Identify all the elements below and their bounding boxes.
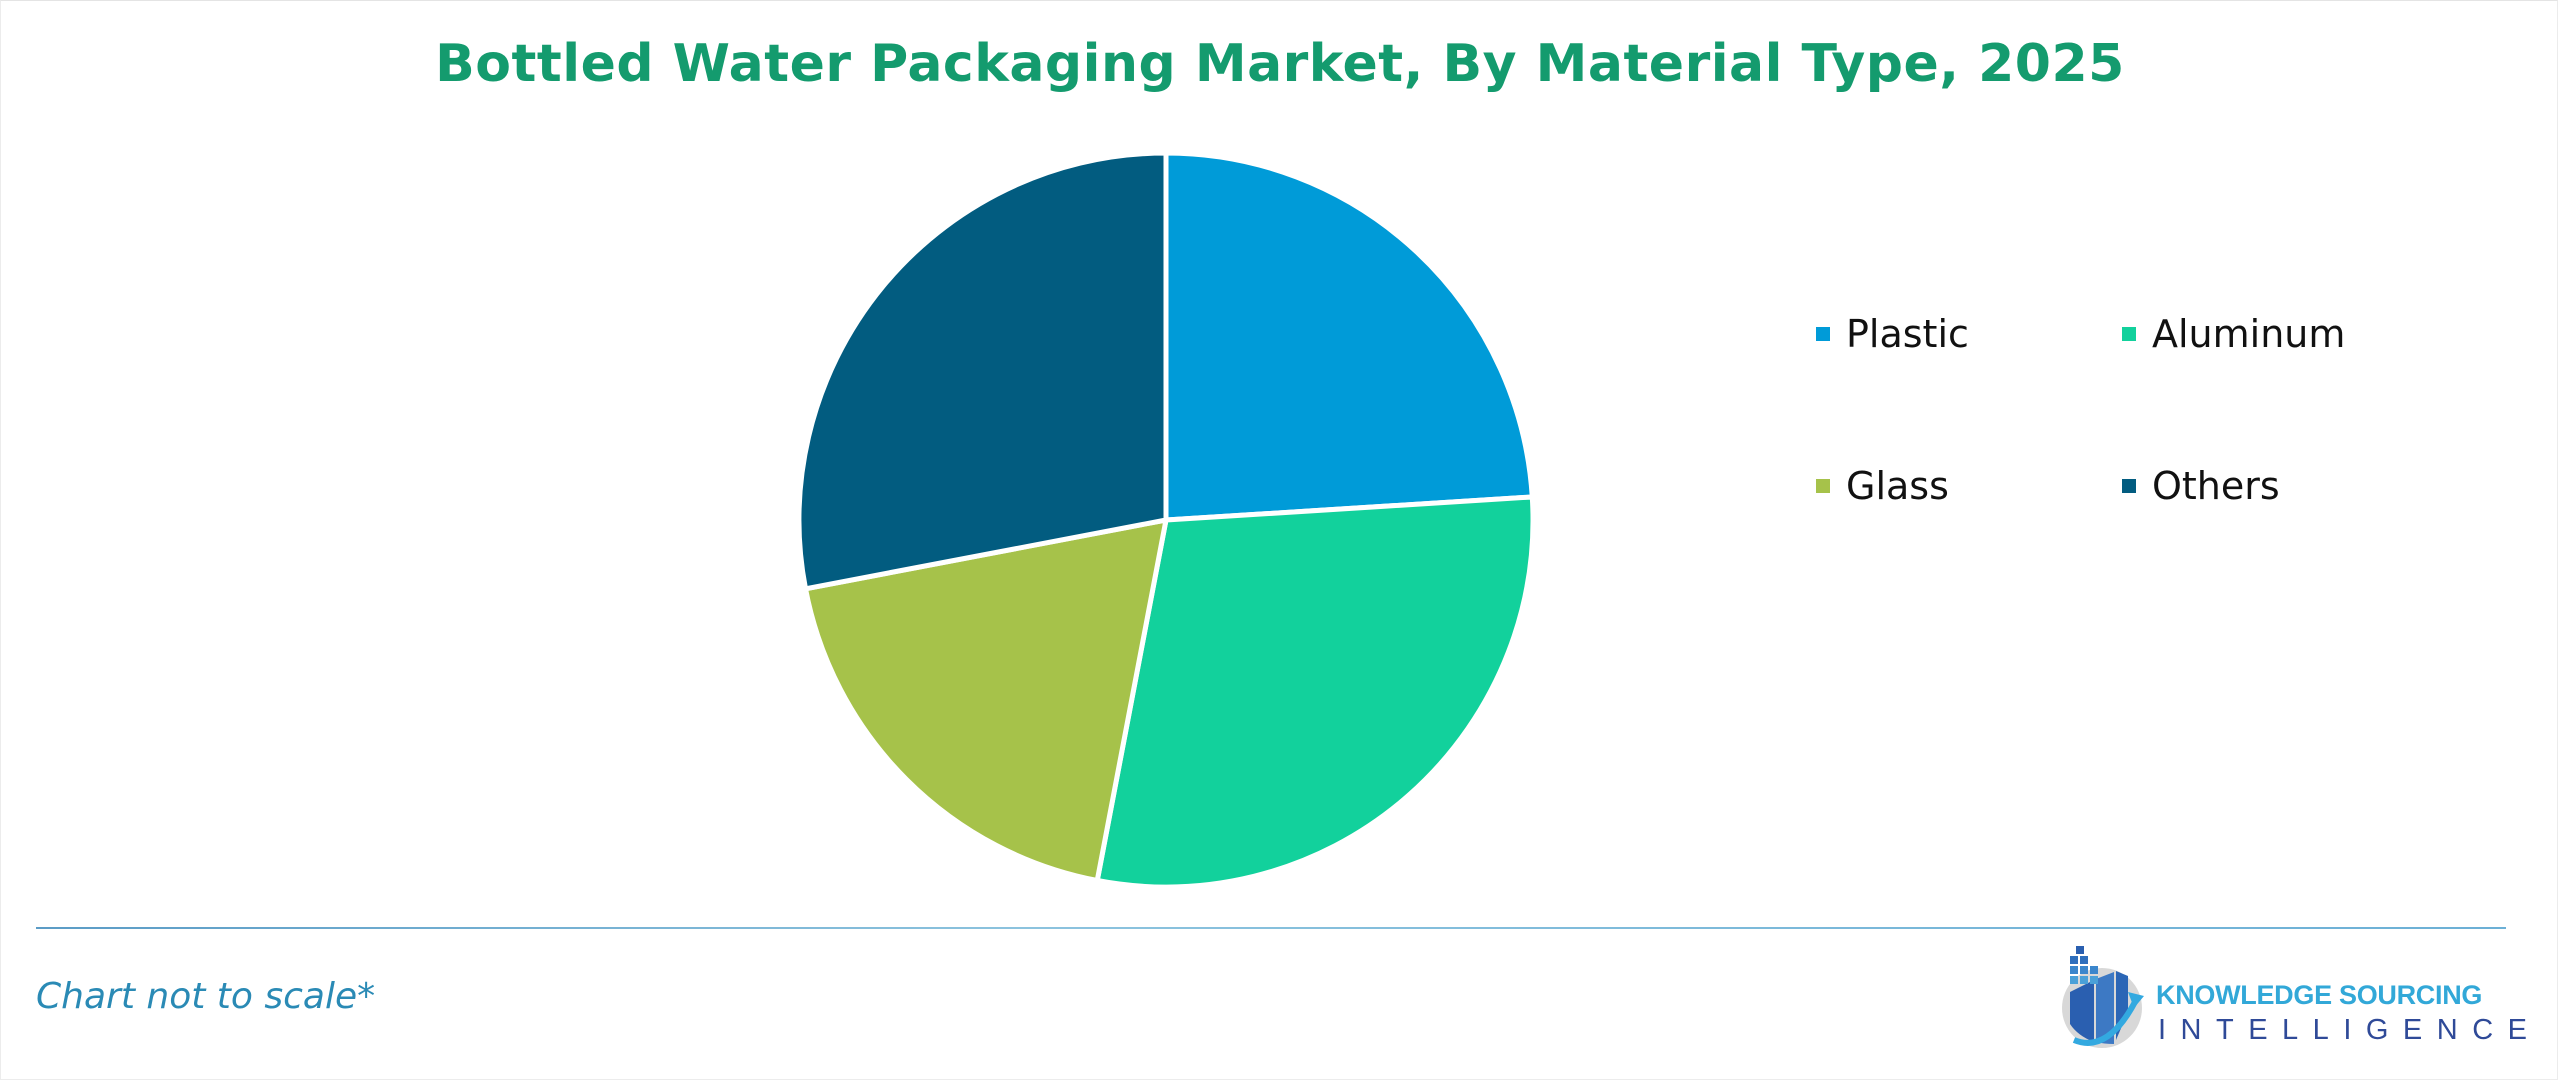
- legend-label: Others: [2152, 464, 2280, 508]
- pie-slice-aluminum: [1094, 494, 1536, 890]
- legend-item-aluminum: Aluminum: [2122, 312, 2345, 356]
- logo-text-line1: KNOWLEDGE SOURCING: [2156, 980, 2483, 1010]
- pie-chart: [796, 150, 1536, 890]
- legend-label: Aluminum: [2152, 312, 2346, 356]
- footnote: Chart not to scale*: [36, 976, 376, 1017]
- logo-text-line2: INTELLIGENCE: [2158, 1014, 2542, 1046]
- legend-swatch-aluminum: [2122, 327, 2136, 341]
- chart-title: Bottled Water Packaging Market, By Mater…: [435, 34, 2125, 94]
- legend-swatch-glass: [1816, 479, 1830, 493]
- footer-divider: [36, 927, 2506, 929]
- legend-label: Glass: [1846, 464, 1949, 508]
- legend: Plastic Aluminum Glass Others: [1816, 312, 2376, 552]
- pie-slice-others: [796, 150, 1169, 592]
- pie-slice-glass: [803, 517, 1169, 883]
- legend-swatch-plastic: [1816, 327, 1830, 341]
- legend-item-plastic: Plastic: [1816, 312, 1969, 356]
- legend-item-others: Others: [2122, 464, 2280, 508]
- legend-swatch-others: [2122, 479, 2136, 493]
- legend-label: Plastic: [1846, 312, 1969, 356]
- legend-item-glass: Glass: [1816, 464, 1949, 508]
- logo-building-icon: [2062, 946, 2144, 1048]
- company-logo: KNOWLEDGE SOURCING INTELLIGENCE: [2056, 940, 2527, 1060]
- pie-slice-plastic: [1163, 150, 1535, 523]
